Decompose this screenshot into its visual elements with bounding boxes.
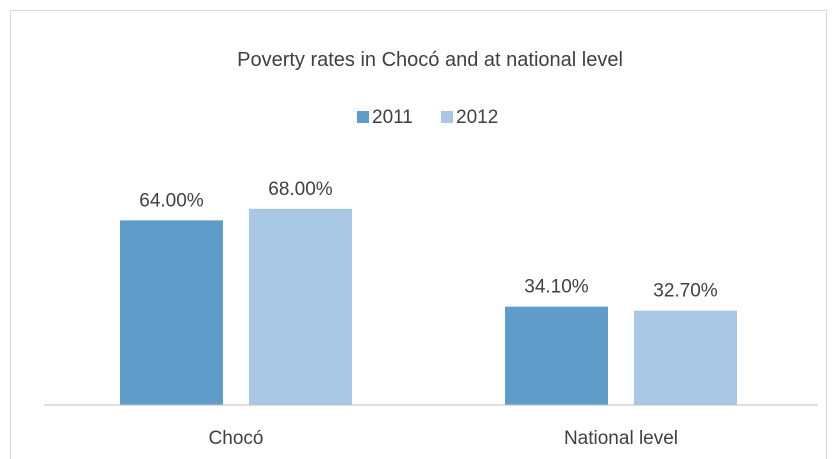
- bar-s2011-c1: [505, 306, 608, 405]
- bar-s2012-c0: [249, 208, 352, 405]
- legend-swatch-2011: [357, 111, 369, 123]
- legend: 2011 2012: [357, 107, 498, 128]
- chart-title: Poverty rates in Chocó and at national l…: [237, 49, 623, 71]
- x-tick-label-choco: Chocó: [209, 428, 264, 449]
- data-label-s2011-c1: 34.10%: [524, 277, 589, 298]
- bar-s2012-c1: [634, 310, 737, 405]
- x-tick-label-national-level: National level: [564, 428, 678, 449]
- bars-group: [120, 208, 737, 405]
- data-label-s2012-c0: 68.00%: [268, 179, 333, 200]
- bar-s2011-c0: [120, 220, 223, 405]
- legend-label-2012: 2012: [456, 107, 498, 128]
- data-label-s2011-c0: 64.00%: [139, 190, 204, 211]
- legend-label-2011: 2011: [372, 107, 413, 128]
- data-labels-group: 64.00% 68.00% 34.10% 32.70%: [139, 179, 718, 302]
- data-label-s2012-c1: 32.70%: [653, 281, 718, 302]
- legend-swatch-2012: [441, 111, 453, 123]
